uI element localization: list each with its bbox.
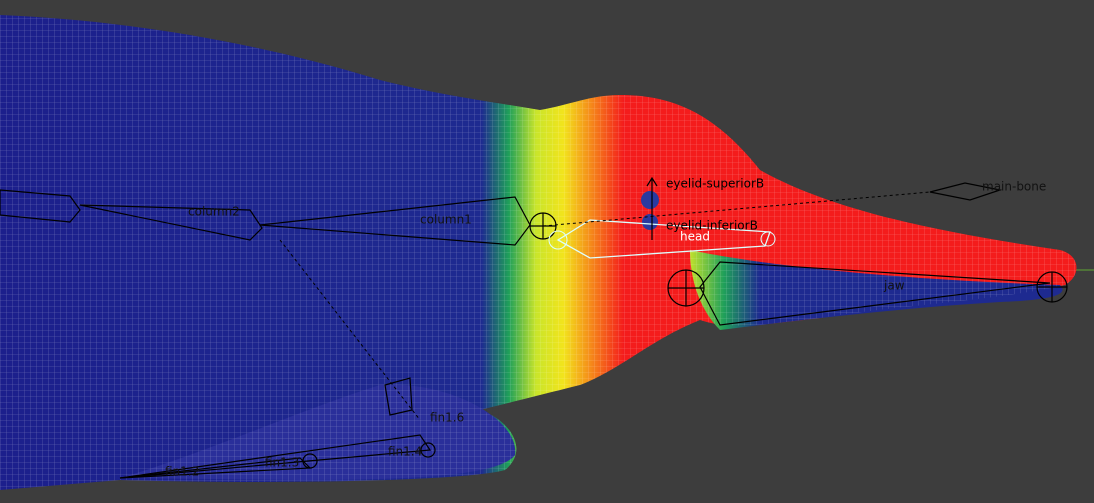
bone-label: main-bone [982,180,1046,194]
bone-label: fin1.3 [265,456,299,470]
bone-label: column2 [188,205,240,219]
bone-label: column1 [420,213,472,227]
bone-label: fin1.6 [430,411,464,425]
bone-label: jaw [883,279,905,293]
bone-label: head [680,230,710,244]
bone-label: fin1.2 [165,465,199,479]
bone-label: fin1.4 [388,445,422,459]
bone-label: eyelid-superiorB [666,177,764,191]
viewport: eyelid-superiorB eyelid-inferiorB main-b… [0,0,1094,503]
